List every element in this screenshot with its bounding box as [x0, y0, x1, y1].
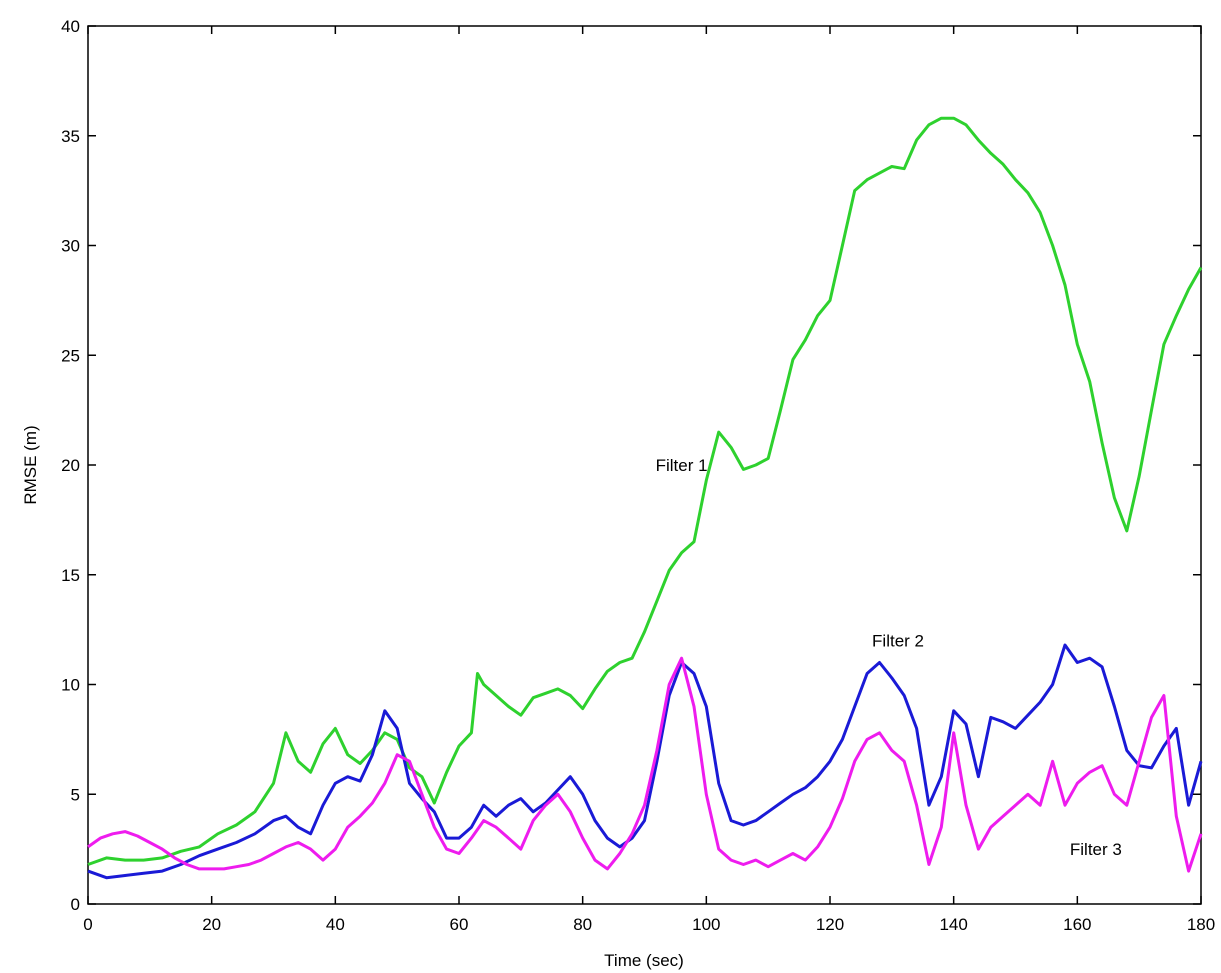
annotation-filter-3: Filter 3: [1070, 840, 1122, 859]
y-tick-label: 10: [61, 676, 80, 695]
x-tick-label: 100: [692, 915, 720, 934]
plot-area: [87, 25, 1202, 905]
y-axis-label: RMSE (m): [21, 425, 40, 504]
y-tick-label: 20: [61, 456, 80, 475]
annotations-layer: Filter 1 Filter 2 Filter 3: [656, 456, 1122, 859]
series-layer: [87, 116, 1203, 880]
y-tick-label: 0: [71, 895, 80, 914]
series-line-2: [87, 643, 1203, 880]
y-tick-label: 35: [61, 127, 80, 146]
y-tick-label: 30: [61, 237, 80, 256]
x-tick-label: 120: [816, 915, 844, 934]
x-tick-label: 160: [1063, 915, 1091, 934]
y-tick-label: 5: [71, 785, 80, 804]
x-tick-label: 60: [450, 915, 469, 934]
x-tick-label: 20: [202, 915, 221, 934]
x-tick-label: 40: [326, 915, 345, 934]
x-tick-label: 0: [83, 915, 92, 934]
x-tick-label: 180: [1187, 915, 1215, 934]
series-line-1: [87, 116, 1203, 866]
x-axis-label: Time (sec): [604, 951, 684, 970]
annotation-filter-1: Filter 1: [656, 456, 708, 475]
x-tick-label: 140: [939, 915, 967, 934]
y-tick-label: 15: [61, 566, 80, 585]
y-tick-label: 25: [61, 346, 80, 365]
series-line-3: [87, 656, 1203, 873]
y-tick-label: 40: [61, 17, 80, 36]
annotation-filter-2: Filter 2: [872, 632, 924, 651]
ticks-layer: 0 20 40 60 80 100 120 140 160 180 0 5 10 15 20 25 30 35 40: [61, 17, 1215, 934]
x-tick-label: 80: [573, 915, 592, 934]
